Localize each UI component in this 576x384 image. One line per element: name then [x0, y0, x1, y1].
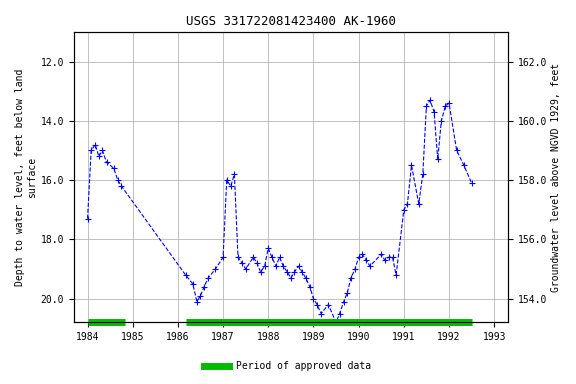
Y-axis label: Depth to water level, feet below land
surface: Depth to water level, feet below land su… — [15, 68, 37, 286]
Legend: Period of approved data: Period of approved data — [200, 358, 376, 375]
Title: USGS 331722081423400 AK-1960: USGS 331722081423400 AK-1960 — [186, 15, 396, 28]
Y-axis label: Groundwater level above NGVD 1929, feet: Groundwater level above NGVD 1929, feet — [551, 63, 561, 292]
